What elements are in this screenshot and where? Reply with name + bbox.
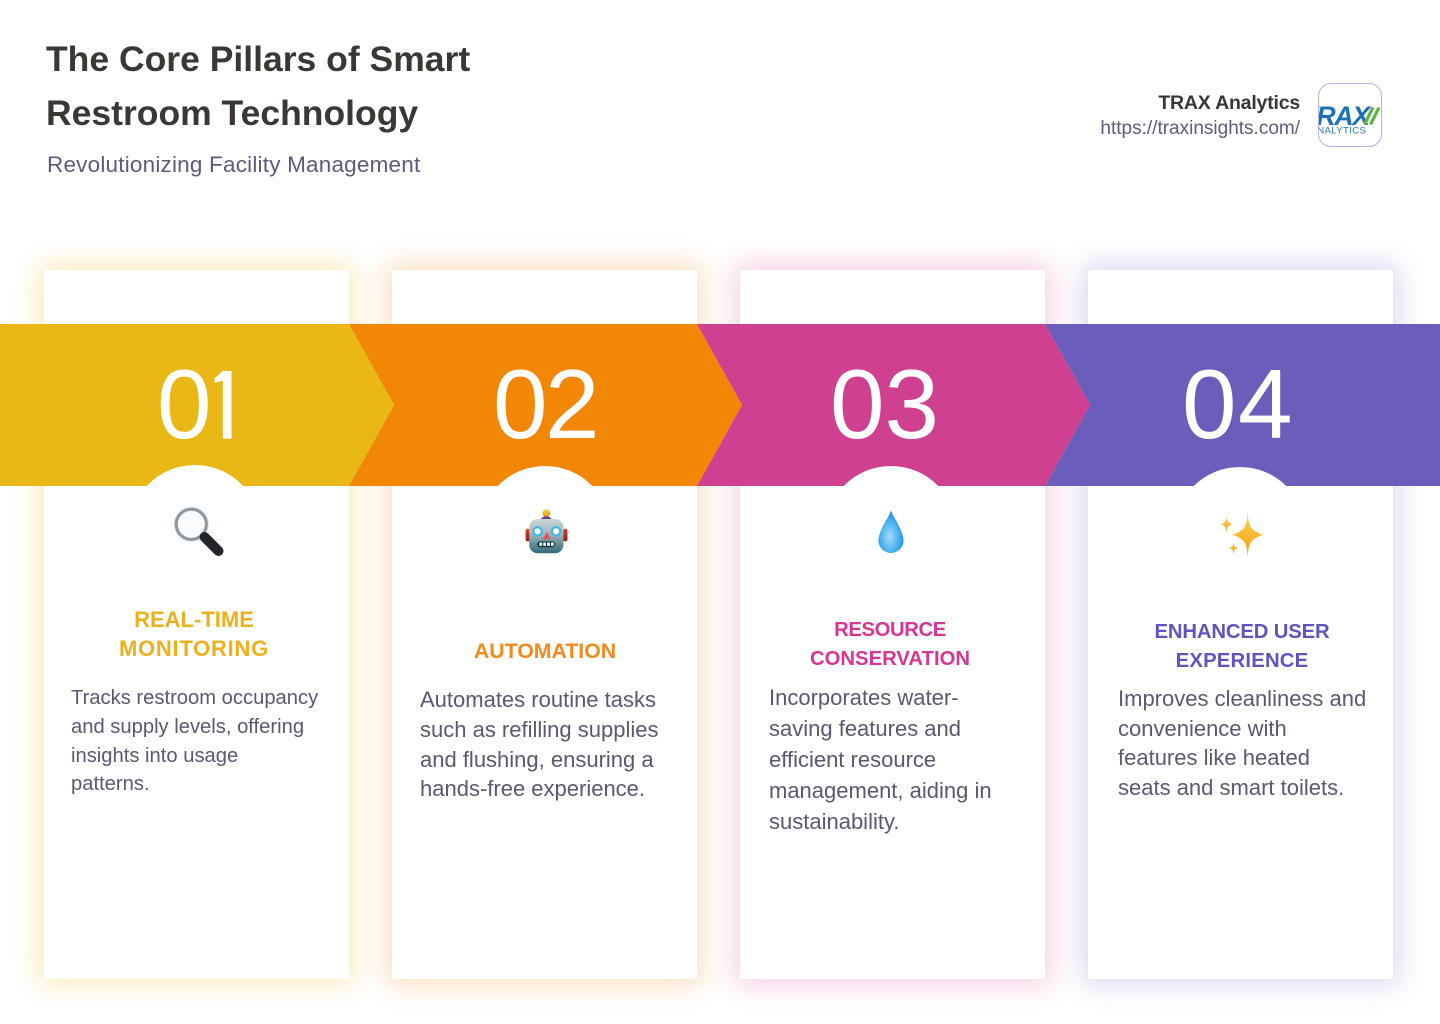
svg-text:ANALYTICS: ANALYTICS (1319, 126, 1366, 137)
svg-text:TRAX: TRAX (1319, 101, 1371, 131)
